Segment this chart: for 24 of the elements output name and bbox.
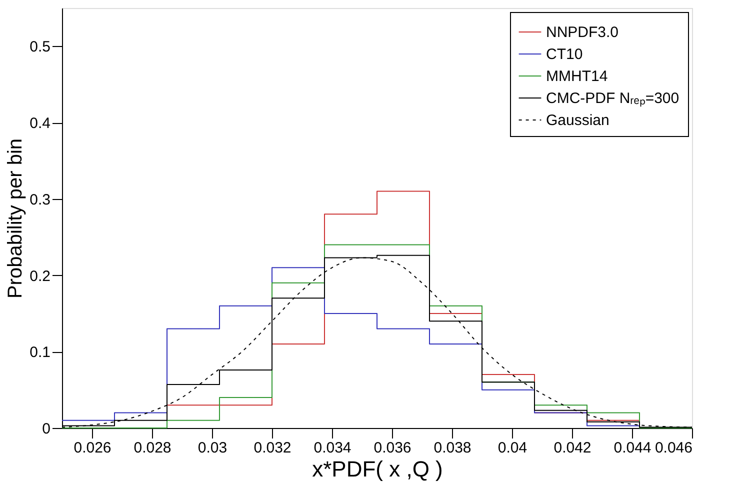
y-tick-label: 0 [42, 420, 50, 438]
x-tick-label: 0.038 [434, 440, 472, 456]
x-tick-label: 0.044 [614, 440, 652, 456]
x-tick-label: 0.04 [498, 440, 528, 456]
x-tick-label: 0.042 [554, 440, 592, 456]
x-tick-label: 0.03 [198, 440, 228, 456]
legend-label: Gaussian [546, 112, 610, 129]
legend-label: MMHT14 [546, 68, 608, 85]
x-tick-label: 0.046 [654, 440, 692, 456]
x-tick-label: 0.028 [134, 440, 172, 456]
legend-label: CMC-PDF Nᵣₑₚ=300 [546, 90, 680, 107]
y-axis-title: Probability per bin [4, 138, 27, 299]
y-tick-label: 0.3 [30, 191, 50, 208]
x-tick-label: 0.026 [74, 440, 112, 456]
y-tick-label: 0.1 [30, 344, 50, 362]
x-tick-label: 0.032 [254, 440, 292, 456]
legend-label: NNPDF3.0 [546, 24, 619, 41]
x-tick-label: 0.034 [314, 440, 352, 456]
x-axis-title: x*PDF( x ,Q ) [312, 456, 443, 482]
y-tick-label: 0.5 [30, 38, 50, 56]
y-tick-label: 0.4 [30, 115, 50, 132]
x-tick-label: 0.036 [374, 440, 412, 456]
y-tick-label: 0.2 [30, 268, 50, 285]
legend-label: CT10 [546, 46, 583, 63]
